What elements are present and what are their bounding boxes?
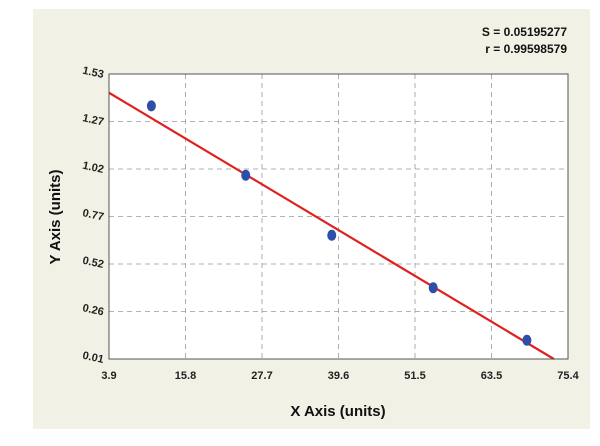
- data-point: [327, 229, 337, 241]
- x-tick-labels: 3.9 15.8 27.7 39.6 51.5 63.5 75.4: [101, 370, 579, 382]
- y-tick-labels: 0.01 0.26 0.52 0.77 1.02 1.27 1.53: [81, 65, 104, 366]
- data-point: [241, 169, 251, 181]
- y-axis-title: Y Axis (units): [47, 169, 64, 264]
- x-tick-label: 51.5: [404, 370, 425, 382]
- grid-lines: [109, 74, 568, 359]
- y-tick-label: 0.52: [81, 255, 104, 271]
- y-tick-label: 1.27: [81, 112, 104, 128]
- x-tick-label: 39.6: [328, 370, 349, 382]
- x-axis-title: X Axis (units): [290, 403, 385, 420]
- data-point: [146, 100, 156, 112]
- y-tick-label: 0.77: [81, 207, 104, 223]
- x-tick-label: 3.9: [101, 370, 116, 382]
- fit-line-layer: [108, 91, 555, 360]
- points-layer: [146, 100, 532, 346]
- x-tick-label: 27.7: [251, 370, 272, 382]
- plot-frame: [108, 73, 569, 360]
- y-tick-label: 1.02: [81, 160, 104, 176]
- y-tick-label: 1.53: [81, 65, 104, 81]
- y-tick-label: 0.26: [81, 302, 104, 318]
- data-point: [522, 334, 532, 346]
- fit-line: [108, 91, 555, 360]
- x-tick-label: 15.8: [175, 370, 196, 382]
- y-tick-label: 0.01: [81, 350, 104, 366]
- data-point: [428, 282, 438, 294]
- x-tick-label: 63.5: [481, 370, 502, 382]
- r-annotation: r = 0.99598579: [485, 42, 567, 56]
- s-annotation: S = 0.05195277: [482, 25, 567, 39]
- x-tick-label: 75.4: [557, 370, 579, 382]
